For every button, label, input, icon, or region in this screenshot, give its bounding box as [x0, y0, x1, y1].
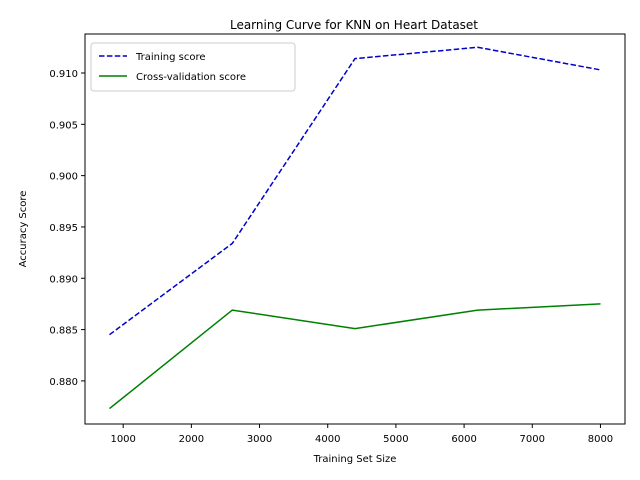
y-tick-label: 0.910: [49, 69, 78, 80]
x-tick-label: 2000: [179, 434, 204, 445]
y-tick-label: 0.900: [49, 172, 78, 183]
y-tick-label: 0.890: [49, 274, 78, 285]
y-tick-label: 0.905: [49, 120, 78, 131]
y-tick-label: 0.895: [49, 223, 78, 234]
legend-label: Cross-validation score: [136, 72, 246, 83]
series-line-cross-validation-score: [109, 303, 601, 410]
plot-area: [109, 46, 601, 410]
x-tick-label: 3000: [247, 434, 272, 445]
x-axis: 1000 2000 3000 4000 5000 6000 7000 8000: [110, 424, 613, 445]
y-tick-label: 0.885: [49, 326, 78, 337]
legend-label: Training score: [135, 52, 206, 63]
legend: Training score Cross-validation score: [90, 42, 296, 92]
x-tick-label: 5000: [383, 434, 408, 445]
y-axis: 0.880 0.885 0.890 0.895 0.900 0.905 0.910: [49, 69, 85, 388]
series-line-training-score: [109, 46, 601, 336]
axes-frame: [84, 33, 626, 425]
x-tick-label: 1000: [110, 434, 135, 445]
y-axis-label: Accuracy Score: [18, 191, 29, 268]
legend-box: [90, 42, 296, 92]
chart-title: Learning Curve for KNN on Heart Dataset: [230, 18, 478, 32]
x-axis-label: Training Set Size: [313, 454, 397, 465]
x-tick-label: 6000: [451, 434, 476, 445]
x-tick-label: 8000: [588, 434, 613, 445]
y-tick-label: 0.880: [49, 377, 78, 388]
x-tick-label: 4000: [315, 434, 340, 445]
x-tick-label: 7000: [520, 434, 545, 445]
